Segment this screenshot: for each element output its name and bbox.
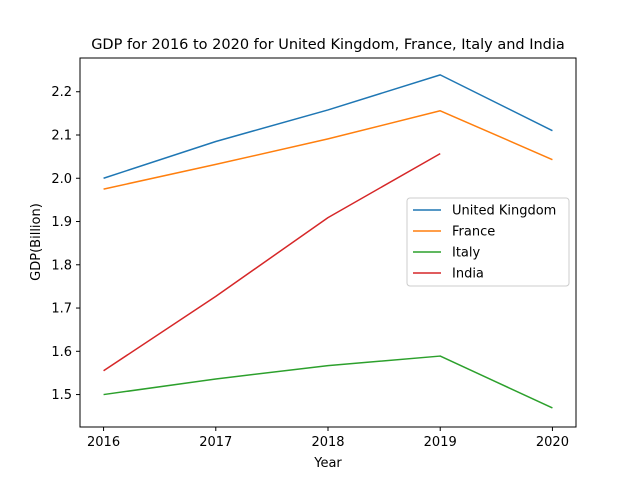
- y-tick-label: 1.8: [51, 258, 72, 273]
- y-tick-label: 1.6: [51, 345, 72, 360]
- legend-items: United Kingdom France Italy India: [413, 204, 556, 282]
- x-axis-label: Year: [313, 456, 342, 471]
- x-axis-ticks: 2016 2017 2018 2019 2020: [87, 427, 569, 450]
- legend-label-france: France: [452, 225, 495, 240]
- x-tick-label: 2017: [199, 435, 232, 450]
- y-tick-label: 1.5: [51, 388, 72, 403]
- y-axis-ticks: 1.5 1.6 1.7 1.8 1.9 2.0 2.1 2.2: [51, 85, 80, 403]
- chart-title: GDP for 2016 to 2020 for United Kingdom,…: [91, 37, 565, 53]
- y-tick-label: 2.0: [51, 172, 72, 187]
- series-line-italy: [103, 355, 553, 409]
- y-axis-label: GDP(Billion): [29, 203, 44, 281]
- series-layer: [103, 74, 553, 409]
- y-tick-label: 2.1: [51, 129, 72, 144]
- x-tick-label: 2020: [536, 435, 569, 450]
- legend-box: [406, 197, 570, 287]
- series-line-united-kingdom: [103, 74, 553, 179]
- legend-label-italy: Italy: [452, 246, 481, 261]
- x-tick-label: 2019: [424, 435, 457, 450]
- x-tick-label: 2018: [311, 435, 344, 450]
- x-tick-label: 2016: [87, 435, 120, 450]
- series-line-france: [103, 110, 553, 190]
- series-line-india: [103, 152, 441, 372]
- y-tick-label: 2.2: [51, 85, 72, 100]
- legend-label-united-kingdom: United Kingdom: [452, 204, 556, 219]
- y-tick-label: 1.7: [51, 302, 72, 317]
- legend-label-india: India: [452, 267, 484, 282]
- legend: United Kingdom France Italy India: [406, 197, 570, 287]
- y-tick-label: 1.9: [51, 215, 72, 230]
